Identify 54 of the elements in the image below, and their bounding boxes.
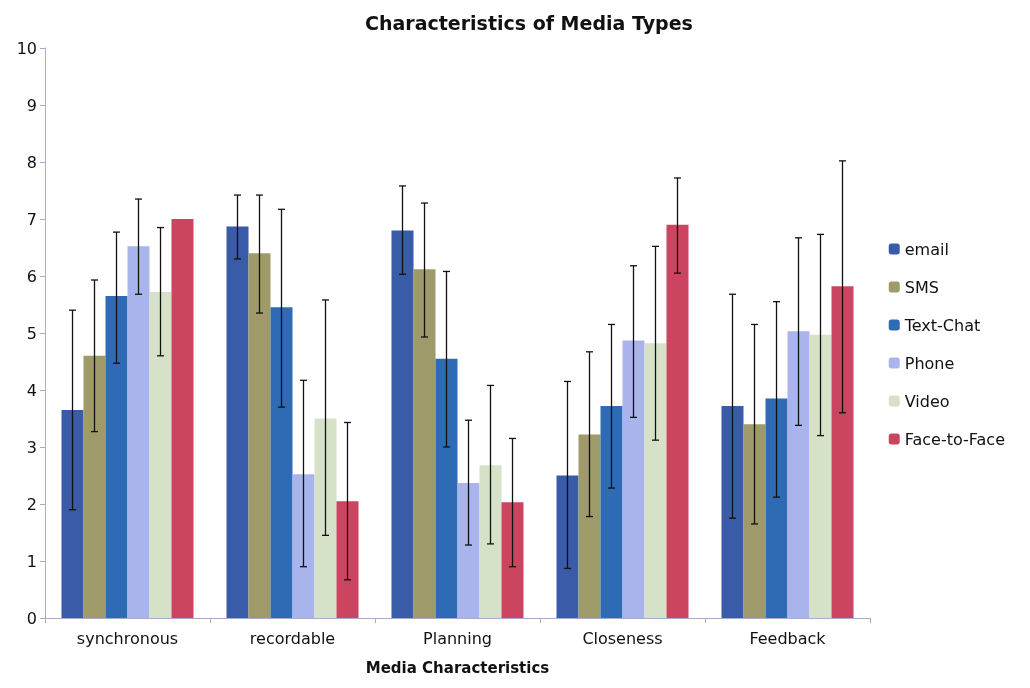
y-tick-label: 4 <box>26 380 37 400</box>
x-tick-label: synchronous <box>76 628 179 648</box>
legend-label: Video <box>904 391 950 411</box>
bar <box>226 226 249 618</box>
bar <box>336 501 359 618</box>
y-tick-label: 0 <box>26 608 37 628</box>
bar <box>314 418 337 618</box>
y-tick-label: 10 <box>16 38 37 58</box>
bar <box>721 405 744 618</box>
y-tick-label: 1 <box>26 551 37 571</box>
x-axis-title: Media Characteristics <box>365 658 550 677</box>
bar <box>435 358 458 618</box>
bar <box>578 434 601 618</box>
bar <box>457 482 480 618</box>
y-tick-label: 8 <box>26 152 37 172</box>
y-tick-label: 6 <box>26 266 37 286</box>
y-tick-label: 9 <box>26 95 37 115</box>
bar <box>149 291 172 618</box>
bar <box>292 474 315 618</box>
bar <box>765 398 788 618</box>
bar <box>61 409 84 618</box>
bar <box>787 331 810 618</box>
legend-label: SMS <box>904 277 939 297</box>
x-tick-label: Feedback <box>749 628 827 648</box>
bar <box>501 502 524 618</box>
x-tick-label: Planning <box>423 628 492 648</box>
bar <box>600 405 623 618</box>
y-tick-label: 2 <box>26 494 37 514</box>
x-tick-label: recordable <box>249 628 336 648</box>
bar <box>622 340 645 618</box>
y-tick-label: 5 <box>26 323 37 343</box>
bar <box>248 253 271 618</box>
bar <box>391 230 414 618</box>
legend-label: Phone <box>904 353 955 373</box>
bar <box>831 286 854 618</box>
legend-label: Text-Chat <box>903 315 981 335</box>
x-tick-label: Closeness <box>582 628 663 648</box>
bar <box>479 465 502 618</box>
bar <box>270 307 293 618</box>
legend-label: Face-to-Face <box>904 429 1005 449</box>
bar <box>666 224 689 618</box>
bar <box>105 295 128 618</box>
bar <box>171 219 194 618</box>
bar <box>809 334 832 618</box>
bar <box>556 475 579 618</box>
y-tick-label: 3 <box>26 437 37 457</box>
chart-title: Characteristics of Media Types <box>365 11 693 34</box>
legend-label: email <box>904 239 949 259</box>
bar <box>83 355 106 618</box>
y-tick-label: 7 <box>26 209 37 229</box>
bar <box>644 343 667 618</box>
bar <box>127 246 150 618</box>
bar <box>743 424 766 618</box>
bar <box>413 269 436 618</box>
